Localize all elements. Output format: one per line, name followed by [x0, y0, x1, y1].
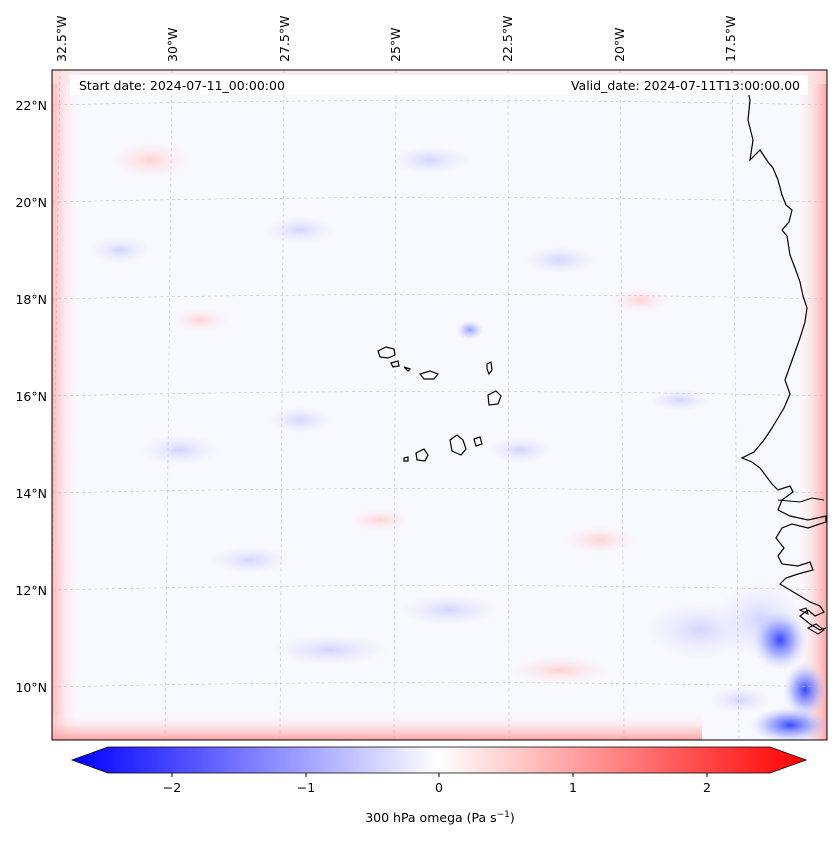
lat-label: 10°N: [15, 680, 47, 695]
colorbar: −2 −1 0 1 2 300 hPa omega (Pa s−1): [70, 746, 808, 825]
colorbar-body: [70, 746, 808, 774]
lon-label: 32.5°W: [54, 16, 69, 62]
lat-label: 18°N: [15, 292, 47, 307]
colorbar-label-main: 300 hPa omega (Pa s: [365, 810, 496, 825]
gambia-river-outline: [777, 497, 825, 503]
lat-label: 22°N: [15, 98, 47, 113]
cape-verde-islands: [377, 346, 502, 462]
lon-label: 22.5°W: [500, 16, 515, 62]
map-panel: [52, 70, 827, 740]
colorbar-tick-label: 2: [703, 780, 711, 795]
lon-label: 17.5°W: [723, 16, 738, 62]
lat-label: 16°N: [15, 389, 47, 404]
latitude-labels: 22°N 20°N 18°N 16°N 14°N 12°N 10°N: [15, 98, 47, 695]
colorbar-tick-labels: −2 −1 0 1 2: [163, 780, 711, 795]
boundary-west: [52, 70, 80, 740]
lon-label: 20°W: [612, 27, 627, 62]
lat-label: 12°N: [15, 583, 47, 598]
date-banner: [70, 75, 808, 95]
colorbar-label-exponent: −1: [497, 810, 510, 820]
coastal-islands: [798, 607, 825, 635]
colorbar-tick-label: 1: [569, 780, 577, 795]
colorbar-tick-label: −2: [163, 780, 181, 795]
lat-label: 14°N: [15, 486, 47, 501]
graticule: [52, 70, 827, 740]
valid-date-label: Valid_date: 2024-07-11T13:00:00.00: [571, 78, 800, 93]
longitude-labels: 32.5°W 30°W 27.5°W 25°W 22.5°W 20°W 17.5…: [54, 16, 738, 62]
lon-label: 25°W: [388, 27, 403, 62]
start-date-label: Start date: 2024-07-11_00:00:00: [79, 78, 285, 93]
colorbar-tick-label: 0: [435, 780, 443, 795]
colorbar-label: 300 hPa omega (Pa s−1): [365, 810, 515, 825]
omega-patches: [90, 142, 827, 740]
lon-label: 27.5°W: [277, 16, 292, 62]
colorbar-label-close: ): [510, 810, 515, 825]
africa-coastline: [740, 85, 827, 631]
lon-label: 30°W: [165, 27, 180, 62]
lat-label: 20°N: [15, 195, 47, 210]
colorbar-ticks: [171, 773, 708, 777]
boundary-south: [52, 712, 702, 740]
colorbar-tick-label: −1: [297, 780, 315, 795]
map-frame: [51, 69, 828, 741]
